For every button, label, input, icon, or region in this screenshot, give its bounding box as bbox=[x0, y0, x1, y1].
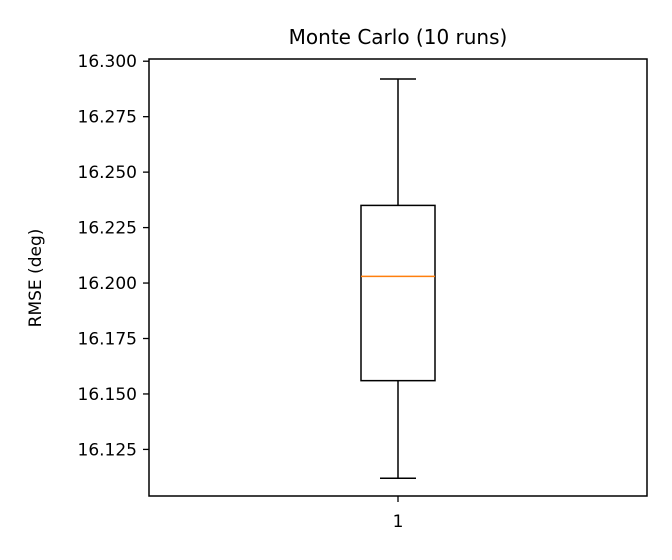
y-axis-label: RMSE (deg) bbox=[26, 229, 46, 328]
x-tick-label: 1 bbox=[393, 512, 404, 532]
y-tick-label: 16.200 bbox=[78, 274, 137, 294]
plot-area: 16.125 16.150 16.175 16.200 16.225 16.250 16.2… bbox=[78, 52, 648, 532]
box-iqr bbox=[360, 204, 436, 382]
y-tick-label: 16.150 bbox=[78, 385, 137, 405]
y-tick-label: 16.300 bbox=[78, 52, 137, 72]
y-tick-label: 16.175 bbox=[78, 330, 137, 350]
chart-title: Monte Carlo (10 runs) bbox=[289, 25, 508, 49]
y-tick-label: 16.125 bbox=[78, 440, 137, 460]
y-tick-label: 16.225 bbox=[78, 219, 137, 239]
y-tick-label: 16.275 bbox=[78, 108, 137, 128]
y-tick-label: 16.250 bbox=[78, 163, 137, 183]
